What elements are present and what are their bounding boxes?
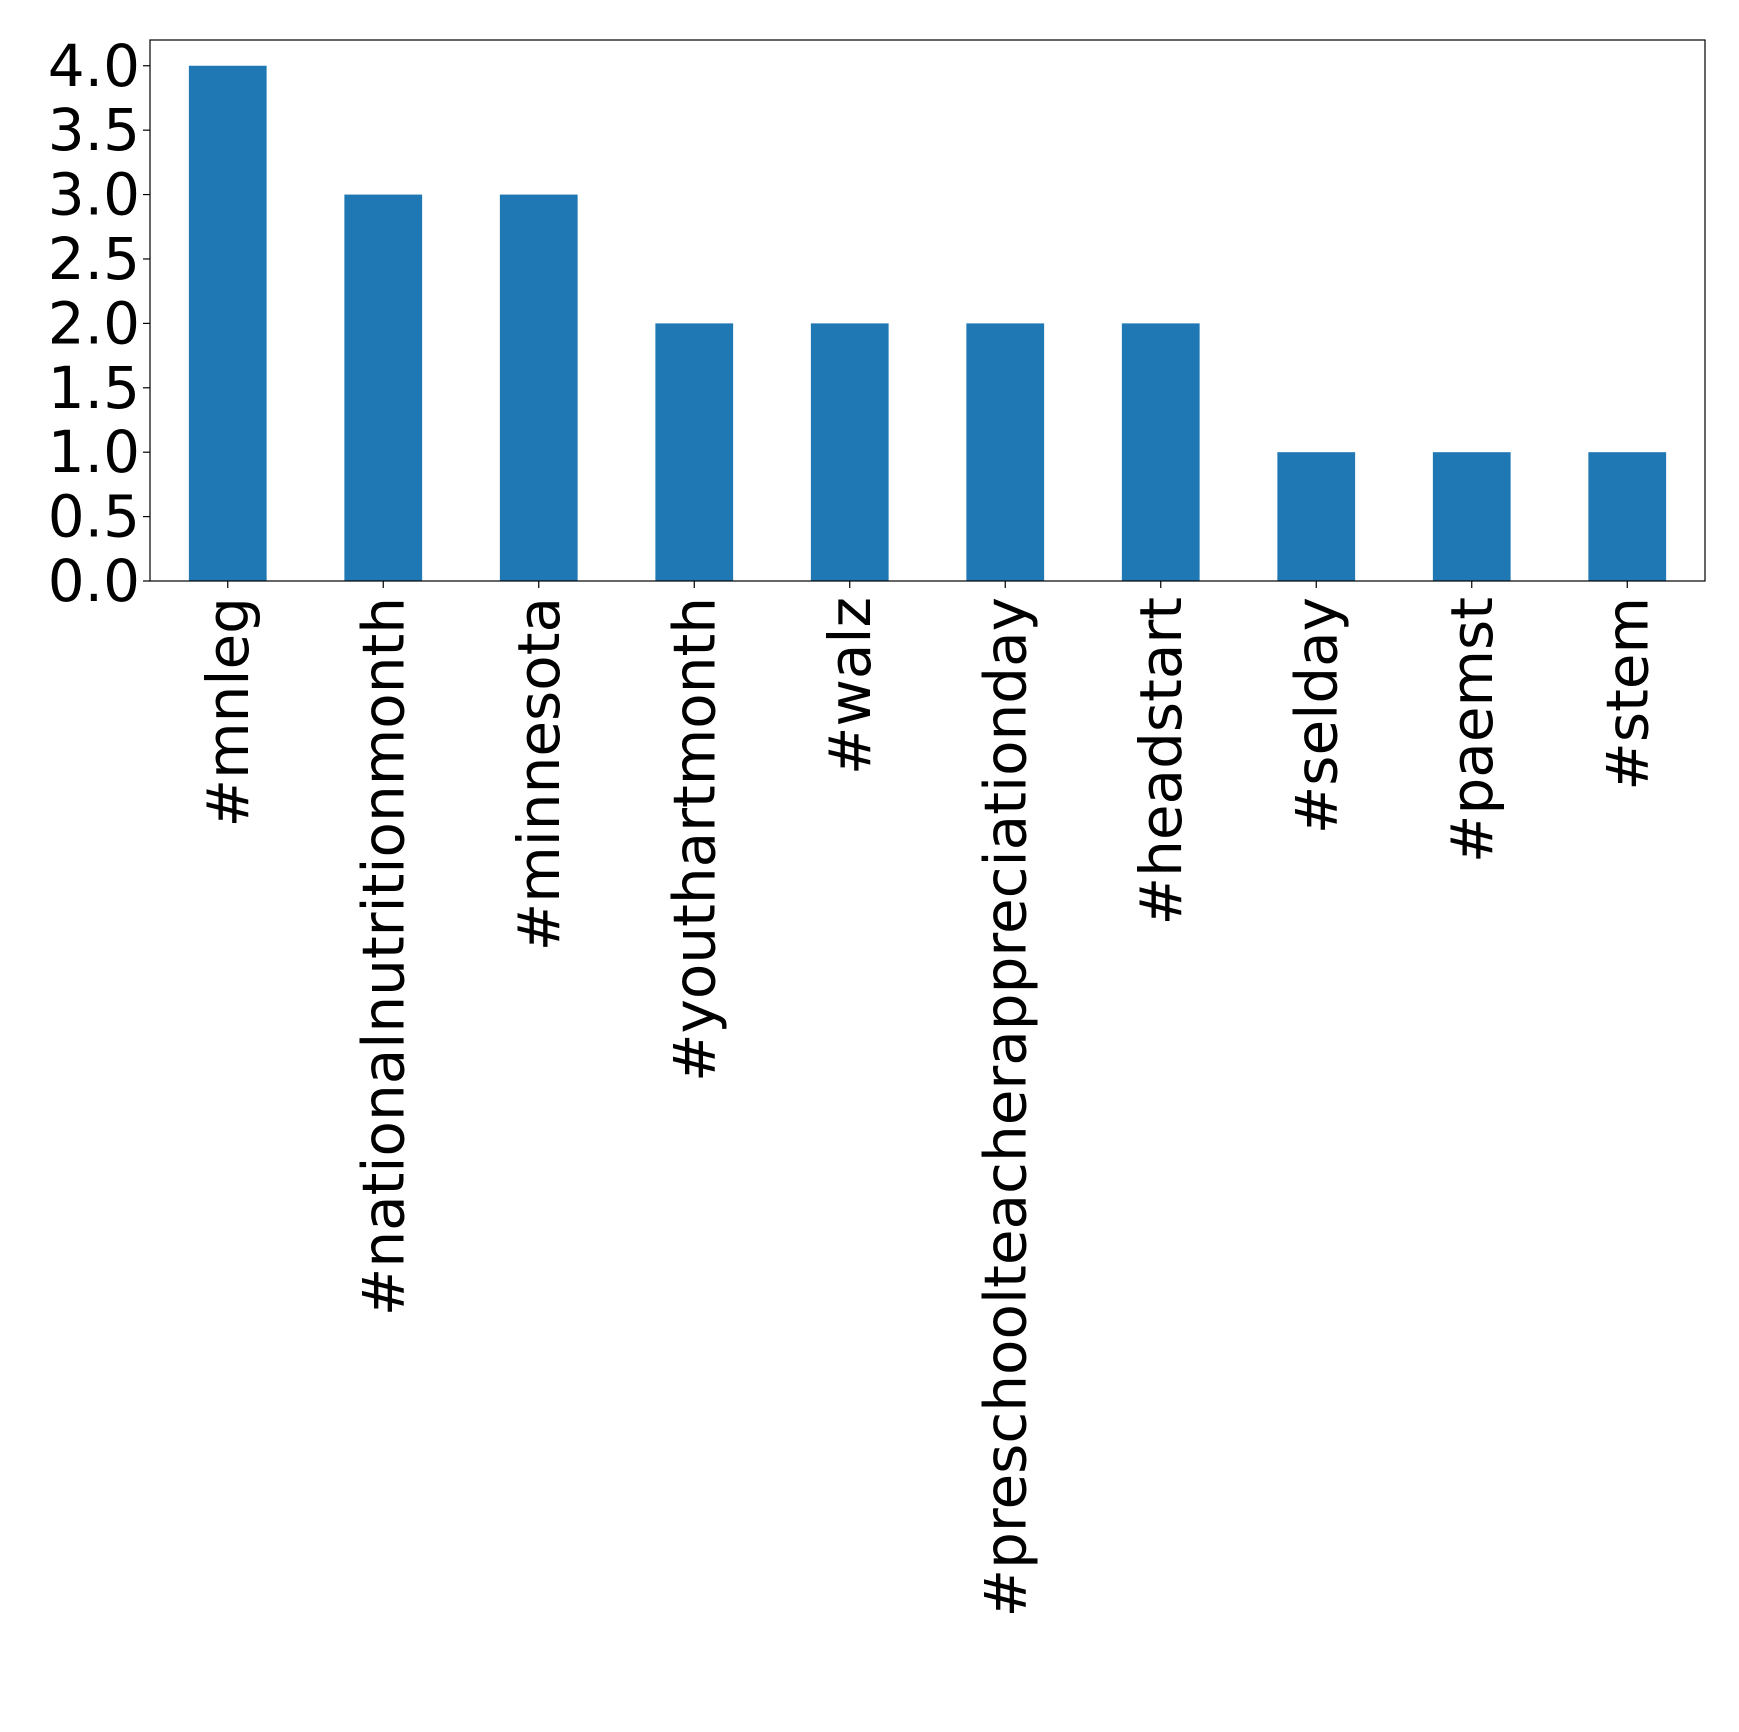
plot-frame xyxy=(149,39,1706,582)
x-tick-label: #paemst xyxy=(1438,597,1506,863)
y-axis: 0.00.51.01.52.02.53.03.54.0 xyxy=(48,32,150,615)
bar-mnleg xyxy=(188,65,267,581)
y-tick-label: 2.0 xyxy=(48,289,140,357)
x-tick-label: #preschoolteacherappreciationday xyxy=(971,597,1039,1618)
x-tick-label: #stem xyxy=(1593,597,1661,791)
bar-selday xyxy=(1277,452,1356,581)
bar-nationalnutritionmonth xyxy=(344,194,423,582)
y-tick-label: 2.5 xyxy=(48,225,140,293)
bar-minnesota xyxy=(499,194,578,582)
y-tick-label: 3.0 xyxy=(48,161,140,229)
x-tick-label: #selday xyxy=(1282,597,1350,834)
bar-headstart xyxy=(1121,323,1200,581)
bar-preschoolteacherappreciationday xyxy=(966,323,1045,581)
x-tick-label: #walz xyxy=(816,597,884,775)
y-tick-label: 0.0 xyxy=(48,547,140,615)
x-tick-label: #minnesota xyxy=(505,597,573,951)
y-tick-label: 4.0 xyxy=(48,32,140,100)
y-tick-label: 0.5 xyxy=(48,483,140,551)
bar-walz xyxy=(810,323,889,581)
x-tick-label: #headstart xyxy=(1127,597,1195,926)
bar-paemst xyxy=(1432,452,1511,581)
x-tick-label: #nationalnutritionmonth xyxy=(349,597,417,1316)
bar-youthartmonth xyxy=(655,323,734,581)
bar-stem xyxy=(1588,452,1667,581)
x-axis: #mnleg #nationalnutritionmonth #minnesota #… xyxy=(194,581,1661,1618)
x-tick-label: #mnleg xyxy=(194,597,262,827)
x-tick-label: #youthartmonth xyxy=(660,597,728,1082)
y-tick-label: 1.5 xyxy=(48,354,140,422)
y-tick-label: 3.5 xyxy=(48,96,140,164)
y-tick-label: 1.0 xyxy=(48,418,140,486)
bars-group xyxy=(188,65,1667,582)
